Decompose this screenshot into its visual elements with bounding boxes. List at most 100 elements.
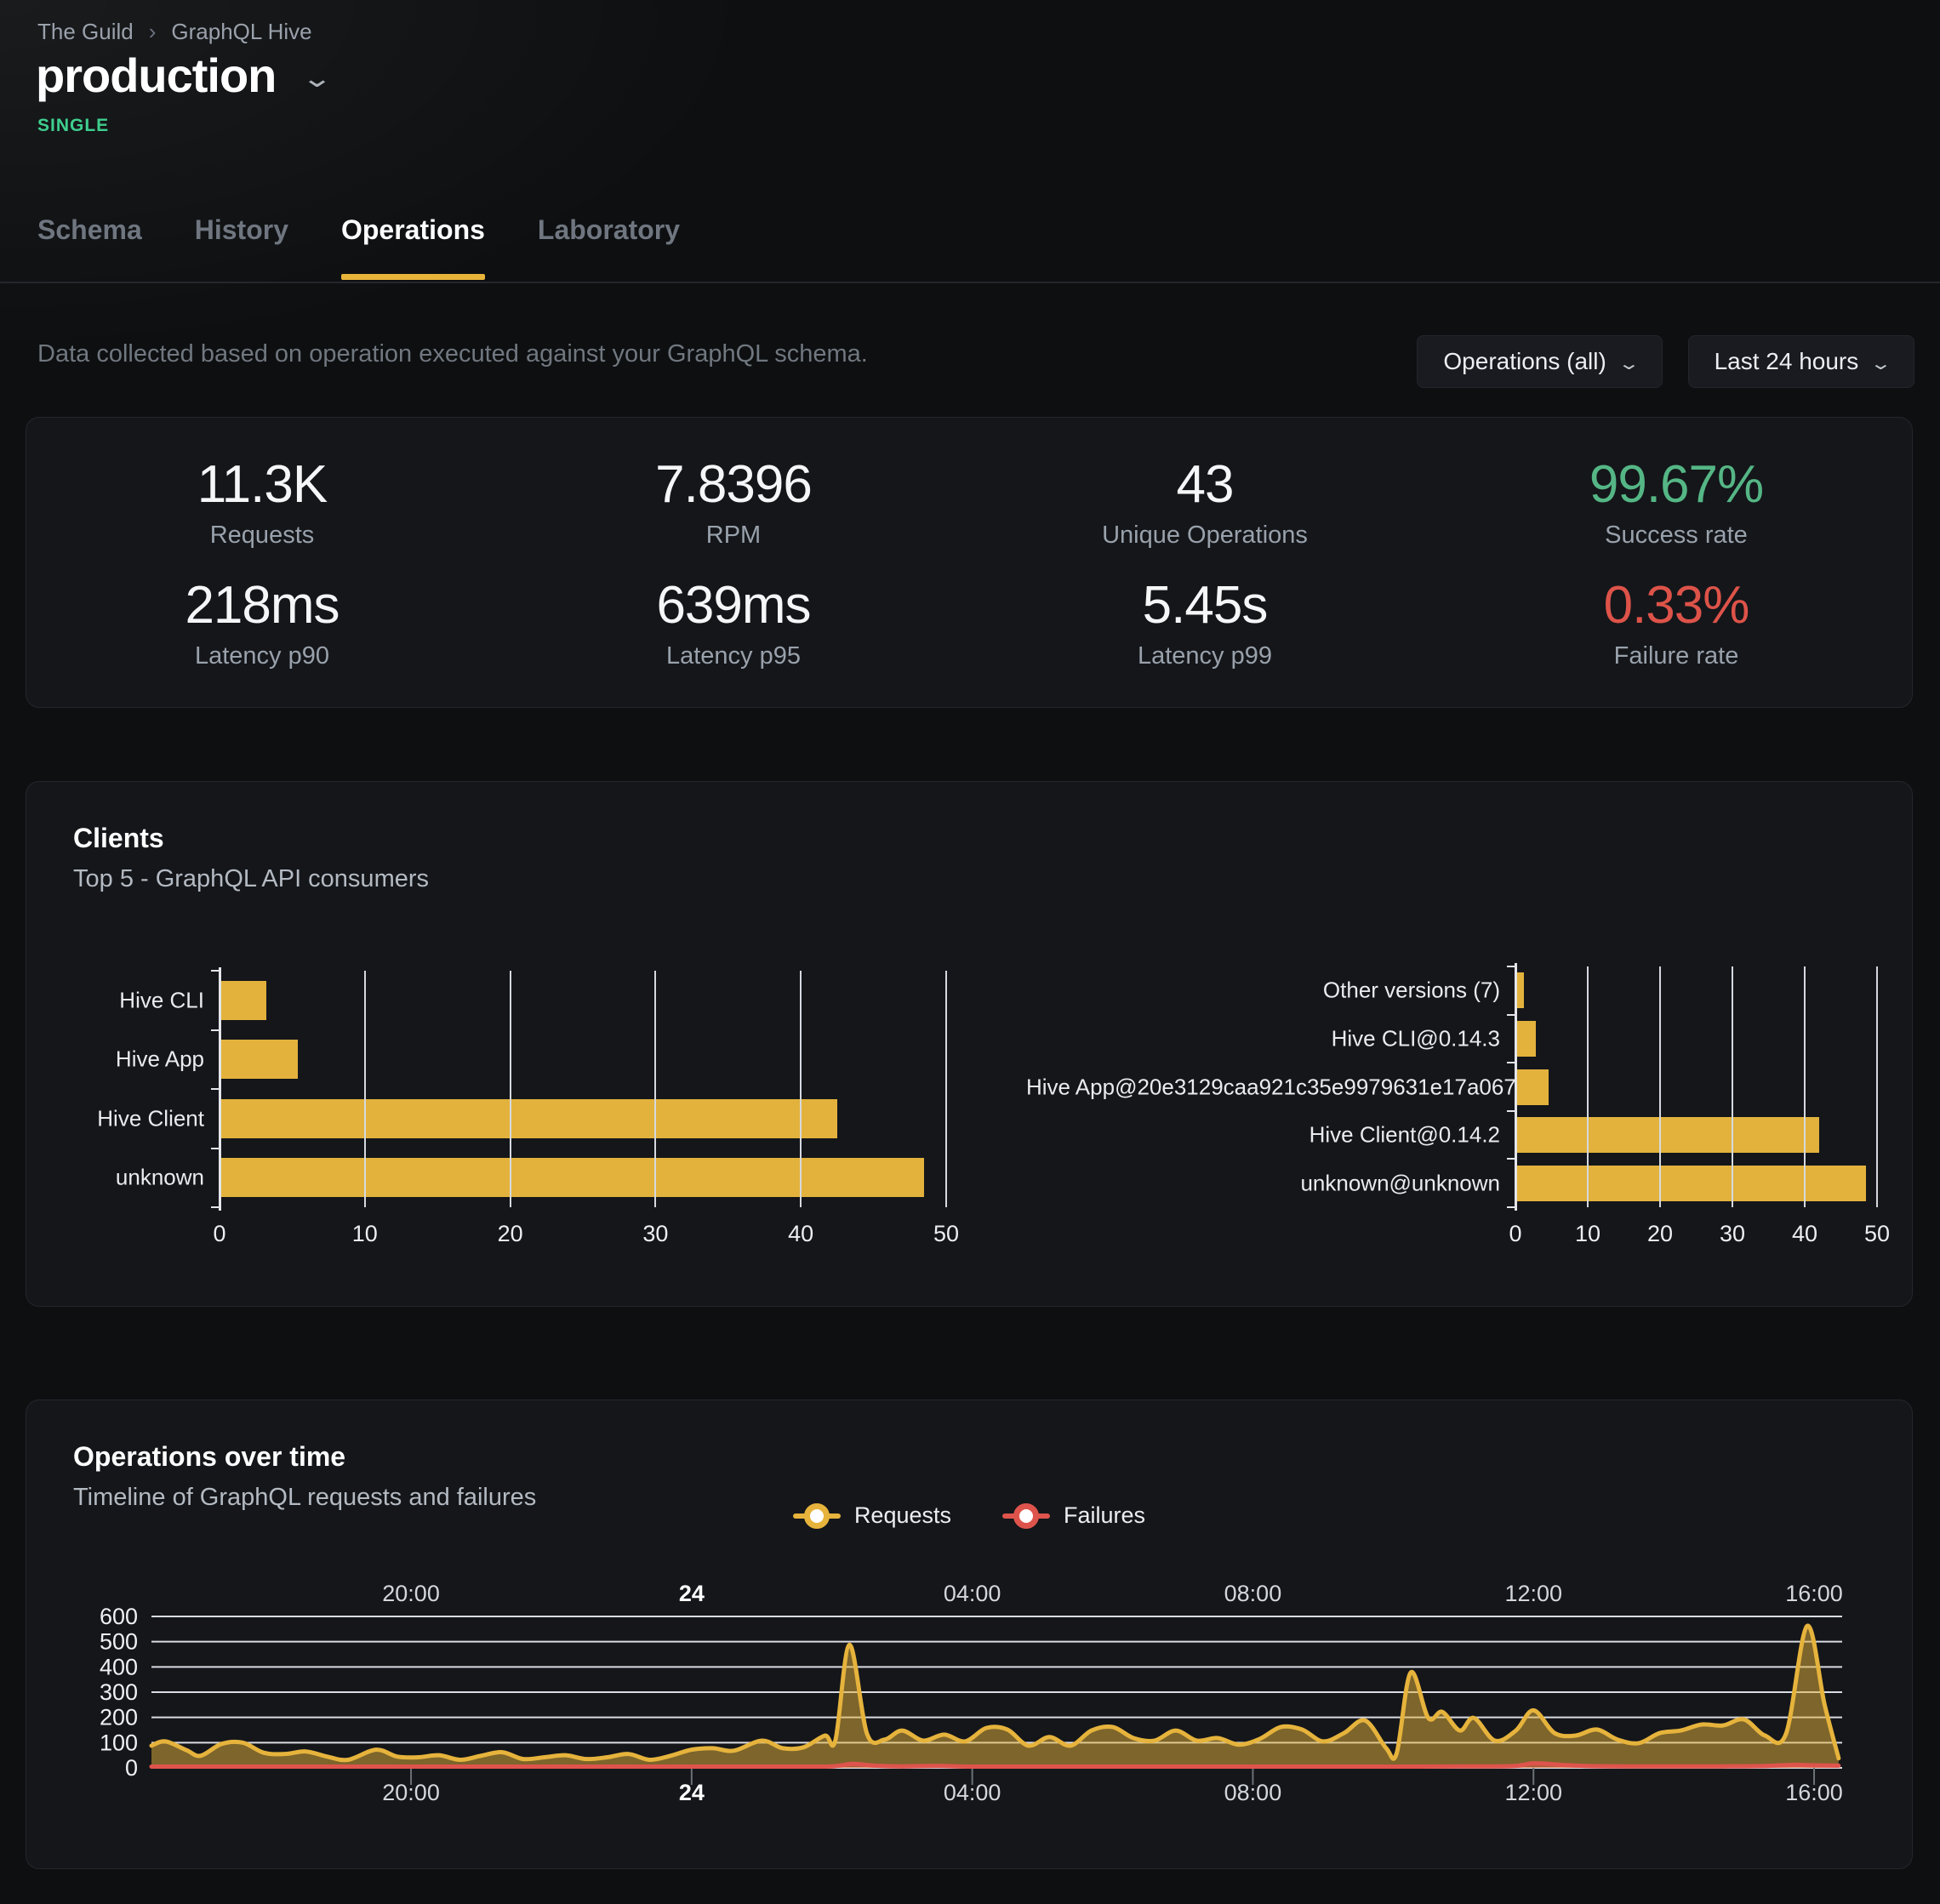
x-tick-label-top: 12:00 [1504,1581,1562,1606]
bar-1 [220,980,266,1020]
stat-value: 218ms [185,575,340,635]
tab-schema[interactable]: Schema [37,214,142,245]
bar-3 [220,1098,837,1138]
stat-value: 7.8396 [655,454,813,514]
x-tick-label: 10 [1574,1221,1601,1246]
chevron-down-icon[interactable]: ⌄ [301,65,334,93]
chevron-down-icon: ⌄ [1869,354,1893,373]
active-tab-underline [340,274,485,280]
gridline [363,971,366,1207]
breadcrumb: The Guild › GraphQL Hive [37,19,312,45]
gridline [1804,966,1806,1207]
bar-5 [1515,1165,1867,1201]
tab-operations[interactable]: Operations [340,214,485,280]
tab-history[interactable]: History [194,214,288,245]
legend-label: Requests [853,1502,952,1528]
legend-dot [1013,1502,1040,1529]
stat-requests: 11.3K Requests [26,443,498,564]
x-tick-label: 30 [642,1221,669,1246]
stats-card: 11.3K Requests 7.8396 RPM 43 Unique Operation… [26,417,1913,708]
stat-value: 99.67% [1589,454,1764,514]
series-line-requests [149,1623,1841,1763]
y-axis-tick [1507,1062,1515,1064]
breadcrumb-project[interactable]: GraphQL Hive [171,19,312,44]
y-axis-line [219,967,221,1211]
x-tick-label-top: 20:00 [382,1581,440,1606]
bar-4 [220,1158,925,1198]
gridline [509,971,511,1207]
legend-item-requests[interactable]: Requests [792,1502,952,1529]
clients-title: Clients [73,823,164,853]
filter-buttons: Operations (all) ⌄ Last 24 hours ⌄ [1417,335,1914,388]
breadcrumb-separator-icon: › [148,19,157,44]
stat-success-rate: 99.67% Success rate [1441,443,1912,564]
stat-unique-operations: 43 Unique Operations [969,443,1441,564]
y-tick-label: 0 [125,1755,138,1781]
x-tick-label: 40 [1791,1221,1818,1246]
operations-filter-dropdown[interactable]: Operations (all) ⌄ [1417,335,1663,388]
x-tick-label: 0 [1509,1221,1522,1246]
stat-rpm: 7.8396 RPM [498,443,969,564]
stat-value: 11.3K [197,454,328,514]
stat-latency-p99: 5.45s Latency p99 [969,564,1441,685]
chevron-down-icon: ⌄ [1617,354,1640,373]
legend-dot [803,1502,830,1529]
breadcrumb-org[interactable]: The Guild [37,19,134,44]
y-axis-tick [211,1206,219,1208]
gridline [1659,966,1661,1207]
y-tick-label: 200 [100,1705,138,1730]
stats-grid: 11.3K Requests 7.8396 RPM 43 Unique Operation… [26,418,1912,707]
stat-label: Unique Operations [1102,521,1308,549]
legend-marker-icon [792,1502,841,1529]
stat-latency-p90: 218ms Latency p90 [26,564,498,685]
operations-card: Operations over time Timeline of GraphQL… [26,1399,1913,1869]
y-tick-label: 100 [100,1730,138,1755]
x-tick-label-top: 08:00 [1224,1581,1282,1606]
bar-category-label: Other versions (7) [1322,977,1500,1003]
bar-plot-area [211,967,947,1211]
y-tick-label: 500 [100,1629,138,1655]
target-type-badge: SINGLE [37,116,110,135]
tab-laboratory[interactable]: Laboratory [537,214,681,245]
y-tick-label: 300 [100,1679,138,1705]
y-axis-tick [1507,1109,1515,1112]
x-tick-label: 10 [351,1221,378,1246]
tab-bar-divider [0,282,1940,283]
period-filter-dropdown[interactable]: Last 24 hours ⌄ [1687,335,1914,388]
y-axis-tick [211,970,219,972]
bar-plot-area [1507,963,1878,1211]
stat-value: 5.45s [1142,575,1269,635]
gridline [1732,966,1733,1207]
x-tick-label: 50 [1863,1221,1891,1246]
x-tick-label: 30 [1719,1221,1746,1246]
y-axis-tick [1507,1206,1515,1208]
y-axis-tick [211,1029,219,1031]
y-axis-tick [1507,1013,1515,1016]
gridline [1876,966,1878,1207]
gridline [654,971,657,1207]
y-axis-tick [1507,1158,1515,1160]
timeline-subtitle: Timeline of GraphQL requests and failure… [73,1484,537,1511]
legend-item-failures[interactable]: Failures [1002,1502,1145,1529]
x-tick-label-top: 24 [679,1581,705,1606]
bar-4 [1515,1117,1819,1154]
stat-label: Latency p95 [665,641,801,670]
bar-2 [220,1040,299,1080]
stat-label: Latency p99 [1137,641,1272,670]
timeline-legend: Requests Failures [26,1502,1912,1529]
bar-category-label: Hive App@20e3129caa921c35e9979631e17a067… [1026,1074,1529,1099]
stat-value: 0.33% [1603,575,1750,635]
y-axis-tick [1507,966,1515,967]
page-title: production [36,48,277,102]
page-description: Data collected based on operation execut… [37,340,868,368]
stat-label: Success rate [1605,521,1748,549]
clients-by-name-chart: Hive CLI Hive App Hive Client unknown 0 10 20 3… [73,967,980,1258]
y-tick-label: 400 [100,1654,138,1679]
x-tick-label: 20 [497,1221,523,1246]
bar-category-label: Hive Client [97,1105,204,1132]
gridline [800,971,802,1207]
x-tick-label-top: 04:00 [944,1581,1001,1606]
stat-value: 639ms [656,575,811,635]
stat-value: 43 [1176,454,1235,514]
